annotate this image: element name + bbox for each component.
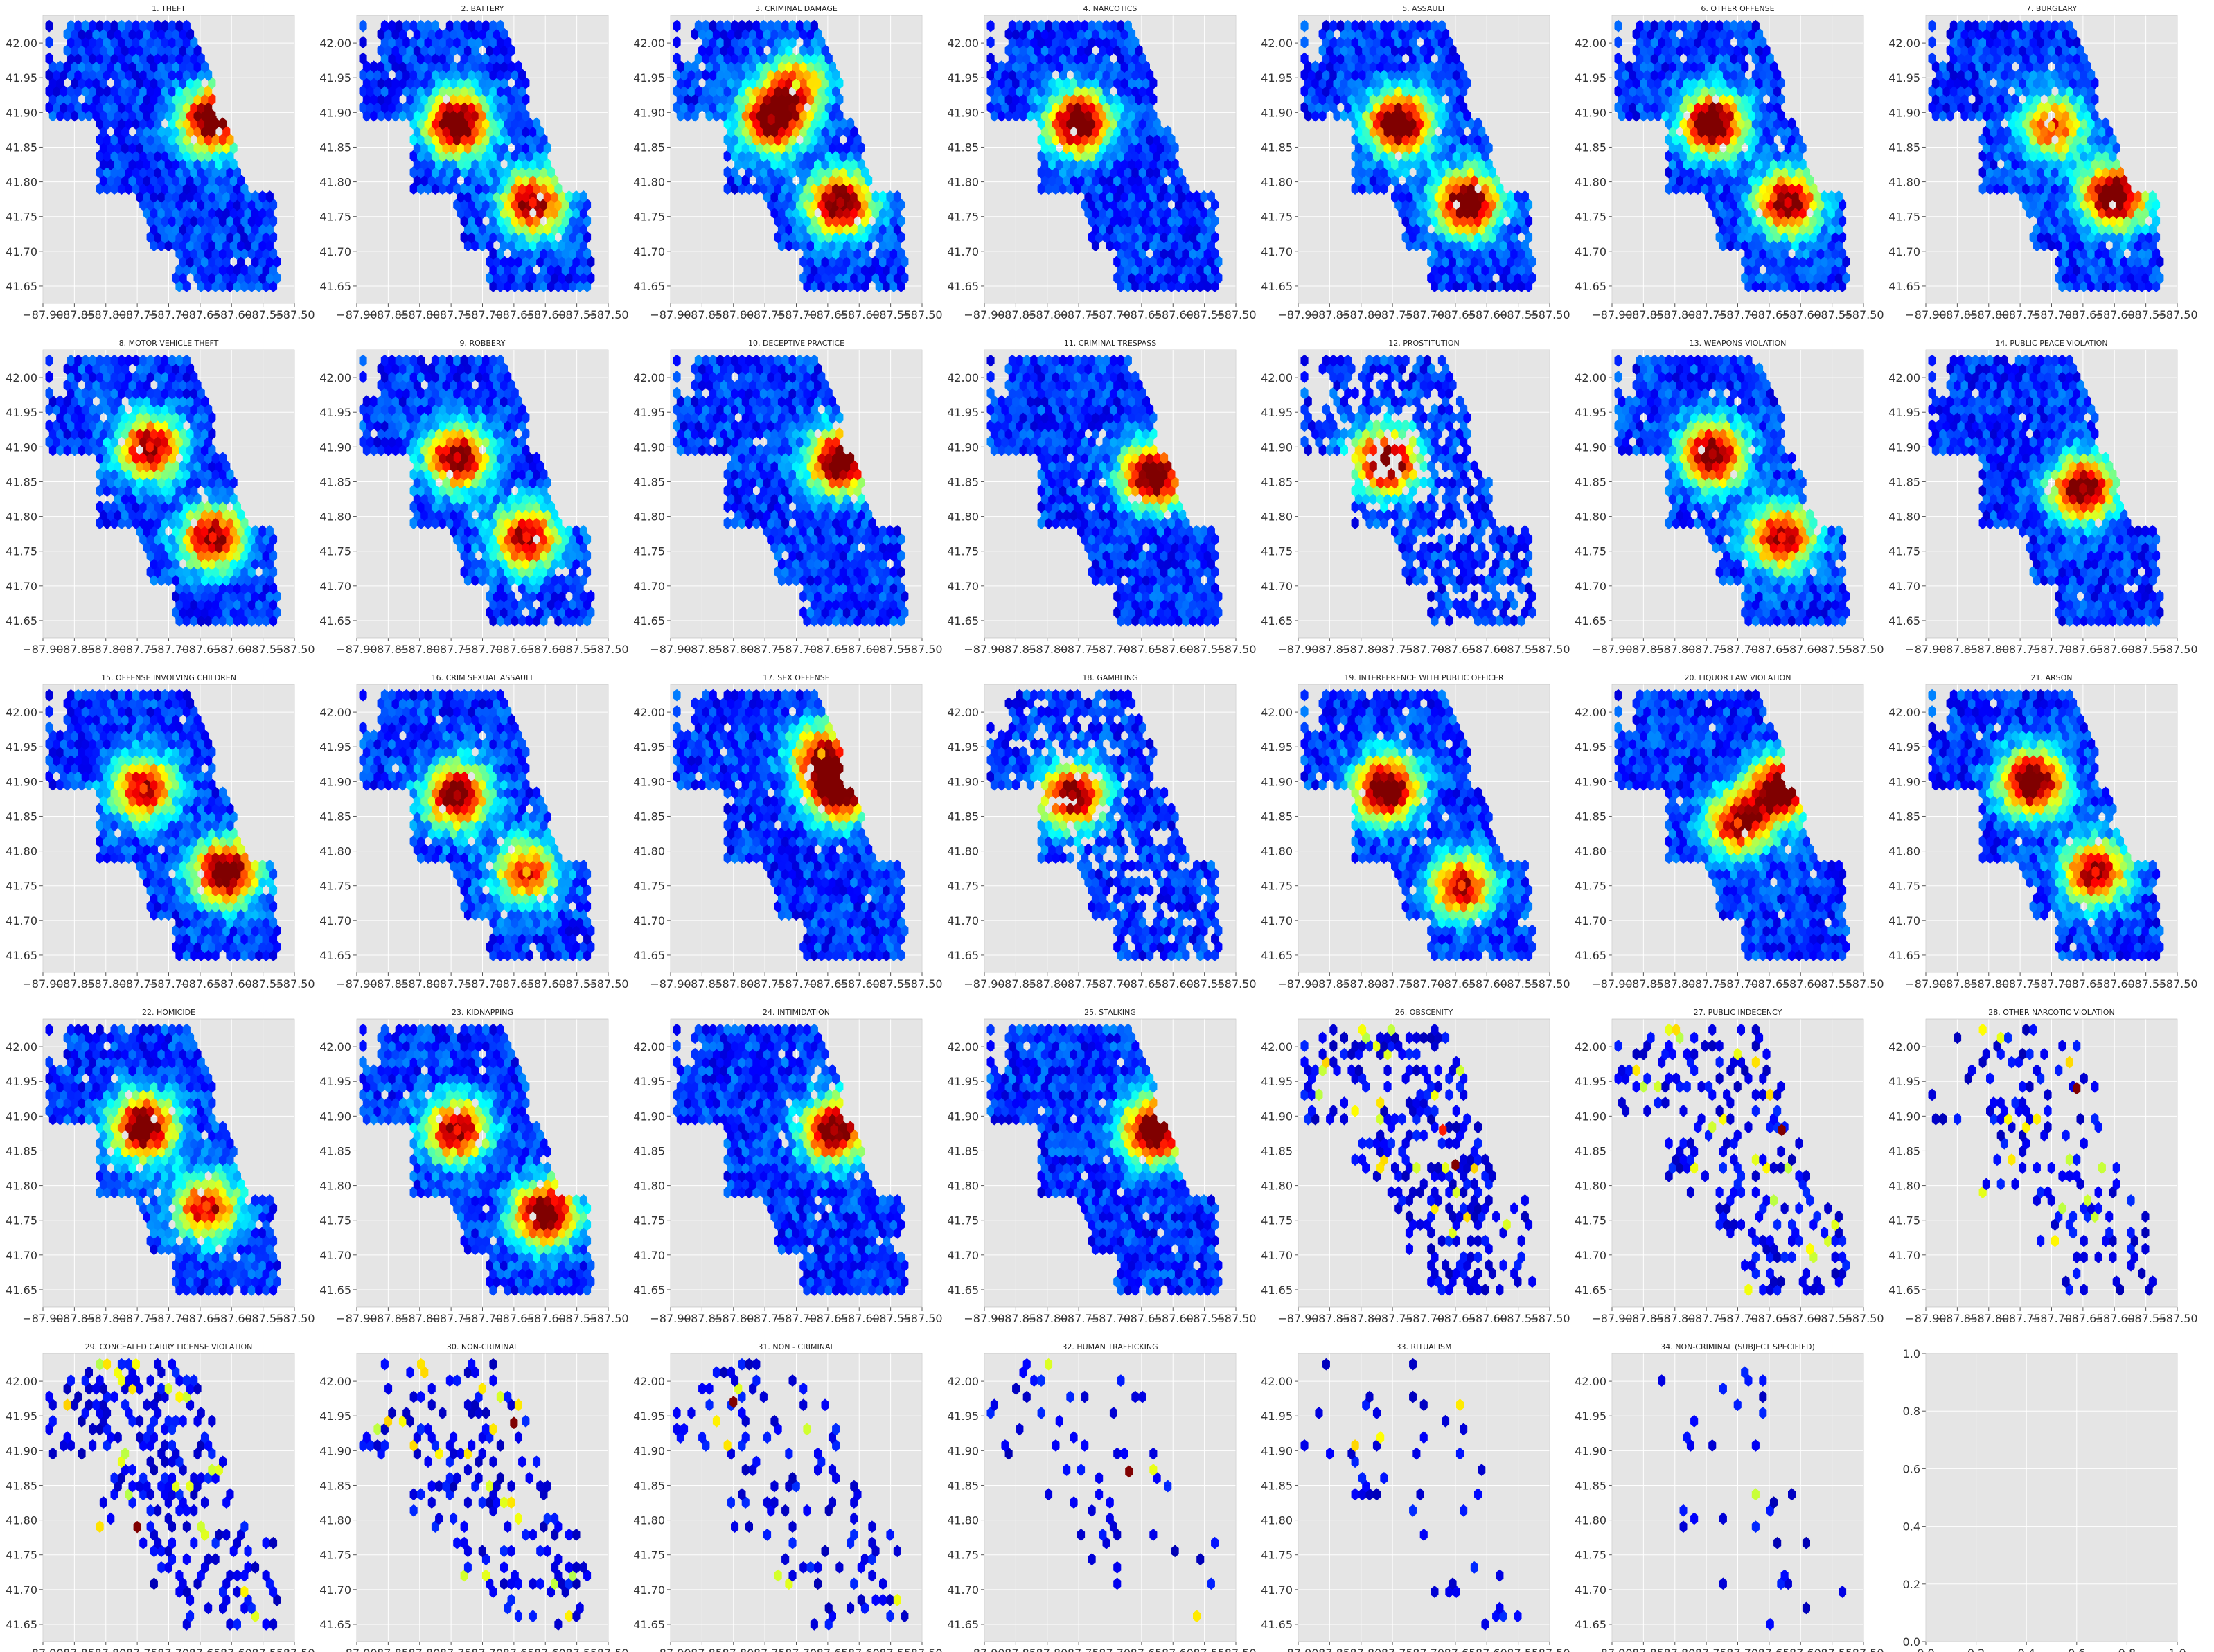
- y-tick-label: 41.90: [947, 106, 979, 119]
- y-tick-label: 41.90: [6, 441, 37, 454]
- y-tick-label: 41.85: [6, 475, 37, 488]
- y-tick-label: 41.95: [947, 71, 979, 85]
- subplot-title: 8. MOTOR VEHICLE THEFT: [119, 339, 219, 348]
- y-tick-label: 41.70: [6, 580, 37, 593]
- x-tick-label: −87.50: [2157, 308, 2197, 321]
- hexbin-layer: [45, 19, 281, 292]
- y-tick-label: 41.85: [1261, 141, 1293, 154]
- x-tick-label: −87.50: [274, 643, 315, 656]
- x-tick-label: −87.50: [1215, 308, 1256, 321]
- y-tick-label: 41.95: [1575, 71, 1606, 85]
- y-tick-label: 41.85: [633, 141, 665, 154]
- y-tick-label: 41.90: [1888, 106, 1920, 119]
- y-tick-label: 41.95: [319, 71, 351, 85]
- y-tick-label: 41.70: [6, 245, 37, 258]
- subplot: −87.90−87.85−87.80−87.75−87.70−87.65−87.…: [1261, 4, 1570, 321]
- subplot: −87.90−87.85−87.80−87.75−87.70−87.65−87.…: [633, 4, 942, 321]
- y-tick-label: 41.85: [6, 141, 37, 154]
- y-tick-label: 41.95: [6, 406, 37, 419]
- y-tick-label: 41.75: [633, 211, 665, 224]
- y-tick-label: 41.90: [1261, 106, 1293, 119]
- subplot-title: 7. BURGLARY: [2026, 4, 2078, 13]
- y-tick-label: 41.65: [1261, 280, 1293, 293]
- y-tick-label: 41.80: [6, 176, 37, 189]
- y-tick-label: 42.00: [947, 37, 979, 50]
- x-tick-label: −87.50: [587, 308, 628, 321]
- y-tick-label: 41.80: [1888, 176, 1920, 189]
- x-tick-label: −87.55: [242, 308, 283, 321]
- y-tick-label: 41.75: [6, 545, 37, 558]
- y-tick-label: 41.75: [1888, 211, 1920, 224]
- y-tick-label: 41.95: [6, 71, 37, 85]
- y-tick-label: 41.95: [1261, 71, 1293, 85]
- y-tick-label: 41.65: [6, 280, 37, 293]
- y-tick-label: 41.95: [633, 71, 665, 85]
- y-tick-label: 41.65: [1888, 280, 1920, 293]
- subplot: −87.90−87.85−87.80−87.75−87.70−87.65−87.…: [6, 339, 315, 656]
- subplot: −87.90−87.85−87.80−87.75−87.70−87.65−87.…: [1888, 4, 2197, 321]
- y-tick-label: 41.65: [319, 280, 351, 293]
- y-tick-label: 41.80: [1575, 176, 1606, 189]
- subplot: −87.90−87.85−87.80−87.75−87.70−87.65−87.…: [6, 4, 315, 321]
- y-tick-label: 42.00: [633, 37, 665, 50]
- y-tick-label: 41.75: [6, 211, 37, 224]
- y-tick-label: 41.65: [633, 280, 665, 293]
- x-tick-label: −87.75: [117, 308, 158, 321]
- y-tick-label: 41.70: [1575, 245, 1606, 258]
- y-tick-label: 41.75: [947, 211, 979, 224]
- subplot-title: 4. NARCOTICS: [1083, 4, 1137, 13]
- y-tick-label: 41.80: [6, 510, 37, 524]
- subplot-title: 2. BATTERY: [461, 4, 504, 13]
- subplot-title: 3. CRIMINAL DAMAGE: [755, 4, 838, 13]
- y-tick-label: 41.65: [947, 280, 979, 293]
- y-tick-label: 41.85: [1888, 141, 1920, 154]
- y-tick-label: 41.65: [6, 614, 37, 628]
- subplot: −87.90−87.85−87.80−87.75−87.70−87.65−87.…: [319, 4, 628, 321]
- y-tick-label: 41.70: [319, 245, 351, 258]
- y-tick-label: 42.00: [319, 37, 351, 50]
- y-tick-label: 42.00: [1888, 37, 1920, 50]
- y-tick-label: 41.75: [1575, 211, 1606, 224]
- x-tick-label: −87.85: [54, 308, 95, 321]
- x-tick-label: −87.65: [179, 308, 220, 321]
- y-tick-label: 41.85: [947, 141, 979, 154]
- y-tick-label: 41.80: [1261, 176, 1293, 189]
- y-tick-label: 42.00: [6, 371, 37, 384]
- x-tick-label: −87.70: [148, 308, 189, 321]
- subplot-title: 6. OTHER OFFENSE: [1701, 4, 1774, 13]
- x-tick-label: −87.50: [1529, 308, 1570, 321]
- x-tick-label: −87.60: [211, 308, 252, 321]
- y-tick-label: 41.70: [1261, 245, 1293, 258]
- y-tick-label: 41.90: [6, 106, 37, 119]
- x-tick-label: −87.50: [901, 308, 942, 321]
- x-tick-label: −87.80: [85, 308, 126, 321]
- y-tick-label: 41.80: [947, 176, 979, 189]
- y-tick-label: 41.70: [633, 245, 665, 258]
- subplot: −87.90−87.85−87.80−87.75−87.70−87.65−87.…: [947, 4, 1256, 321]
- x-tick-label: −87.90: [22, 308, 63, 321]
- y-tick-label: 42.00: [1261, 37, 1293, 50]
- subplot-title: 5. ASSAULT: [1402, 4, 1446, 13]
- y-tick-label: 41.70: [1888, 245, 1920, 258]
- y-tick-label: 41.70: [947, 245, 979, 258]
- y-tick-label: 41.80: [319, 176, 351, 189]
- y-tick-label: 41.95: [1888, 71, 1920, 85]
- y-tick-label: 41.65: [1575, 280, 1606, 293]
- y-tick-label: 41.85: [319, 141, 351, 154]
- y-tick-label: 42.00: [6, 37, 37, 50]
- y-tick-label: 41.90: [319, 106, 351, 119]
- subplot-title: 1. THEFT: [152, 4, 186, 13]
- subplot: −87.90−87.85−87.80−87.75−87.70−87.65−87.…: [1575, 4, 1884, 321]
- y-tick-label: 41.75: [319, 211, 351, 224]
- x-tick-label: −87.50: [1843, 308, 1884, 321]
- y-tick-label: 41.80: [633, 176, 665, 189]
- y-tick-label: 41.85: [1575, 141, 1606, 154]
- y-tick-label: 42.00: [1575, 37, 1606, 50]
- hex-bin: [265, 190, 274, 203]
- y-tick-label: 41.90: [633, 106, 665, 119]
- y-tick-label: 41.75: [1261, 211, 1293, 224]
- x-tick-label: −87.50: [274, 308, 315, 321]
- y-tick-label: 41.90: [1575, 106, 1606, 119]
